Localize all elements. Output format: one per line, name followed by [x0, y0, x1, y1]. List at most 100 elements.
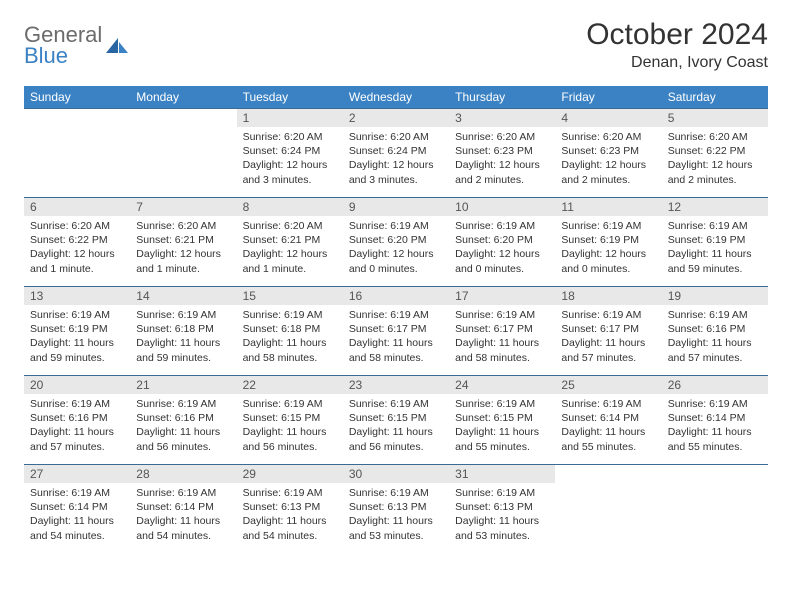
day-cell: 7Sunrise: 6:20 AMSunset: 6:21 PMDaylight…	[130, 198, 236, 286]
daylight: Daylight: 11 hours and 56 minutes.	[243, 425, 337, 453]
day-cell: 17Sunrise: 6:19 AMSunset: 6:17 PMDayligh…	[449, 287, 555, 375]
day-content: Sunrise: 6:19 AMSunset: 6:19 PMDaylight:…	[662, 216, 768, 280]
daylight: Daylight: 11 hours and 54 minutes.	[136, 514, 230, 542]
sunrise: Sunrise: 6:19 AM	[455, 219, 549, 233]
weekday-sunday: Sunday	[24, 86, 130, 108]
weekday-wednesday: Wednesday	[343, 86, 449, 108]
sunrise: Sunrise: 6:19 AM	[243, 397, 337, 411]
weekday-saturday: Saturday	[662, 86, 768, 108]
sunset: Sunset: 6:17 PM	[561, 322, 655, 336]
sunrise: Sunrise: 6:20 AM	[243, 130, 337, 144]
day-number: 30	[343, 465, 449, 483]
day-number: 14	[130, 287, 236, 305]
day-content: Sunrise: 6:19 AMSunset: 6:13 PMDaylight:…	[343, 483, 449, 547]
week-row: 27Sunrise: 6:19 AMSunset: 6:14 PMDayligh…	[24, 464, 768, 553]
sunrise: Sunrise: 6:19 AM	[30, 397, 124, 411]
day-number: 6	[24, 198, 130, 216]
day-number: 13	[24, 287, 130, 305]
daylight: Daylight: 11 hours and 55 minutes.	[561, 425, 655, 453]
weekday-row: SundayMondayTuesdayWednesdayThursdayFrid…	[24, 86, 768, 108]
sunset: Sunset: 6:19 PM	[30, 322, 124, 336]
daylight: Daylight: 11 hours and 59 minutes.	[136, 336, 230, 364]
sunrise: Sunrise: 6:19 AM	[561, 397, 655, 411]
day-number: 16	[343, 287, 449, 305]
daylight: Daylight: 11 hours and 55 minutes.	[668, 425, 762, 453]
day-content: Sunrise: 6:19 AMSunset: 6:16 PMDaylight:…	[24, 394, 130, 458]
daylight: Daylight: 11 hours and 55 minutes.	[455, 425, 549, 453]
day-content: Sunrise: 6:19 AMSunset: 6:17 PMDaylight:…	[343, 305, 449, 369]
weekday-thursday: Thursday	[449, 86, 555, 108]
daylight: Daylight: 12 hours and 2 minutes.	[561, 158, 655, 186]
daylight: Daylight: 11 hours and 59 minutes.	[668, 247, 762, 275]
day-number: 31	[449, 465, 555, 483]
sunset: Sunset: 6:15 PM	[349, 411, 443, 425]
day-cell: 12Sunrise: 6:19 AMSunset: 6:19 PMDayligh…	[662, 198, 768, 286]
day-number: 1	[237, 109, 343, 127]
sunrise: Sunrise: 6:20 AM	[30, 219, 124, 233]
day-content: Sunrise: 6:19 AMSunset: 6:18 PMDaylight:…	[130, 305, 236, 369]
sunset: Sunset: 6:13 PM	[349, 500, 443, 514]
daylight: Daylight: 12 hours and 1 minute.	[243, 247, 337, 275]
day-cell: 15Sunrise: 6:19 AMSunset: 6:18 PMDayligh…	[237, 287, 343, 375]
day-cell: 26Sunrise: 6:19 AMSunset: 6:14 PMDayligh…	[662, 376, 768, 464]
day-number: 17	[449, 287, 555, 305]
day-cell: 21Sunrise: 6:19 AMSunset: 6:16 PMDayligh…	[130, 376, 236, 464]
sunset: Sunset: 6:13 PM	[455, 500, 549, 514]
sunrise: Sunrise: 6:19 AM	[349, 397, 443, 411]
day-content: Sunrise: 6:20 AMSunset: 6:22 PMDaylight:…	[662, 127, 768, 191]
day-content: Sunrise: 6:19 AMSunset: 6:14 PMDaylight:…	[130, 483, 236, 547]
sunset: Sunset: 6:16 PM	[668, 322, 762, 336]
week-row: 1Sunrise: 6:20 AMSunset: 6:24 PMDaylight…	[24, 108, 768, 197]
day-number: 22	[237, 376, 343, 394]
daylight: Daylight: 11 hours and 57 minutes.	[30, 425, 124, 453]
sunrise: Sunrise: 6:20 AM	[668, 130, 762, 144]
sunrise: Sunrise: 6:19 AM	[349, 219, 443, 233]
day-cell: 30Sunrise: 6:19 AMSunset: 6:13 PMDayligh…	[343, 465, 449, 553]
day-content: Sunrise: 6:20 AMSunset: 6:21 PMDaylight:…	[130, 216, 236, 280]
month-title: October 2024	[586, 18, 768, 52]
daylight: Daylight: 11 hours and 56 minutes.	[349, 425, 443, 453]
day-number: 10	[449, 198, 555, 216]
daylight: Daylight: 12 hours and 0 minutes.	[349, 247, 443, 275]
day-cell: 20Sunrise: 6:19 AMSunset: 6:16 PMDayligh…	[24, 376, 130, 464]
sunset: Sunset: 6:16 PM	[136, 411, 230, 425]
day-cell: 29Sunrise: 6:19 AMSunset: 6:13 PMDayligh…	[237, 465, 343, 553]
day-cell: 28Sunrise: 6:19 AMSunset: 6:14 PMDayligh…	[130, 465, 236, 553]
sunrise: Sunrise: 6:19 AM	[668, 397, 762, 411]
sunset: Sunset: 6:15 PM	[455, 411, 549, 425]
day-number: 2	[343, 109, 449, 127]
weekday-tuesday: Tuesday	[237, 86, 343, 108]
day-cell: 8Sunrise: 6:20 AMSunset: 6:21 PMDaylight…	[237, 198, 343, 286]
sunset: Sunset: 6:22 PM	[30, 233, 124, 247]
day-cell: 27Sunrise: 6:19 AMSunset: 6:14 PMDayligh…	[24, 465, 130, 553]
sunset: Sunset: 6:16 PM	[30, 411, 124, 425]
sunset: Sunset: 6:14 PM	[561, 411, 655, 425]
day-number: 4	[555, 109, 661, 127]
sunrise: Sunrise: 6:20 AM	[455, 130, 549, 144]
day-content: Sunrise: 6:19 AMSunset: 6:20 PMDaylight:…	[343, 216, 449, 280]
day-content: Sunrise: 6:19 AMSunset: 6:17 PMDaylight:…	[555, 305, 661, 369]
day-cell: 25Sunrise: 6:19 AMSunset: 6:14 PMDayligh…	[555, 376, 661, 464]
day-cell: 4Sunrise: 6:20 AMSunset: 6:23 PMDaylight…	[555, 109, 661, 197]
sunrise: Sunrise: 6:19 AM	[561, 308, 655, 322]
day-cell: 31Sunrise: 6:19 AMSunset: 6:13 PMDayligh…	[449, 465, 555, 553]
week-row: 20Sunrise: 6:19 AMSunset: 6:16 PMDayligh…	[24, 375, 768, 464]
day-number: 9	[343, 198, 449, 216]
day-number: 28	[130, 465, 236, 483]
day-content: Sunrise: 6:19 AMSunset: 6:14 PMDaylight:…	[555, 394, 661, 458]
day-number: 15	[237, 287, 343, 305]
daylight: Daylight: 11 hours and 58 minutes.	[243, 336, 337, 364]
sunrise: Sunrise: 6:19 AM	[30, 486, 124, 500]
day-content: Sunrise: 6:19 AMSunset: 6:13 PMDaylight:…	[449, 483, 555, 547]
sunrise: Sunrise: 6:19 AM	[243, 308, 337, 322]
daylight: Daylight: 12 hours and 1 minute.	[136, 247, 230, 275]
sunrise: Sunrise: 6:19 AM	[243, 486, 337, 500]
weekday-monday: Monday	[130, 86, 236, 108]
sunset: Sunset: 6:15 PM	[243, 411, 337, 425]
day-cell: 2Sunrise: 6:20 AMSunset: 6:24 PMDaylight…	[343, 109, 449, 197]
sunset: Sunset: 6:17 PM	[349, 322, 443, 336]
header: General Blue October 2024 Denan, Ivory C…	[24, 18, 768, 72]
sunset: Sunset: 6:19 PM	[668, 233, 762, 247]
day-cell: 6Sunrise: 6:20 AMSunset: 6:22 PMDaylight…	[24, 198, 130, 286]
daylight: Daylight: 11 hours and 54 minutes.	[30, 514, 124, 542]
